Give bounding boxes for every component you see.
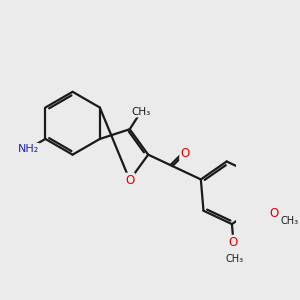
Text: NH₂: NH₂ [18,144,39,154]
Text: O: O [269,207,279,220]
Text: CH₃: CH₃ [226,254,244,264]
Text: O: O [229,236,238,249]
Text: CH₃: CH₃ [280,216,298,226]
Text: O: O [180,147,189,160]
Text: CH₃: CH₃ [131,106,151,117]
Text: O: O [125,174,134,187]
